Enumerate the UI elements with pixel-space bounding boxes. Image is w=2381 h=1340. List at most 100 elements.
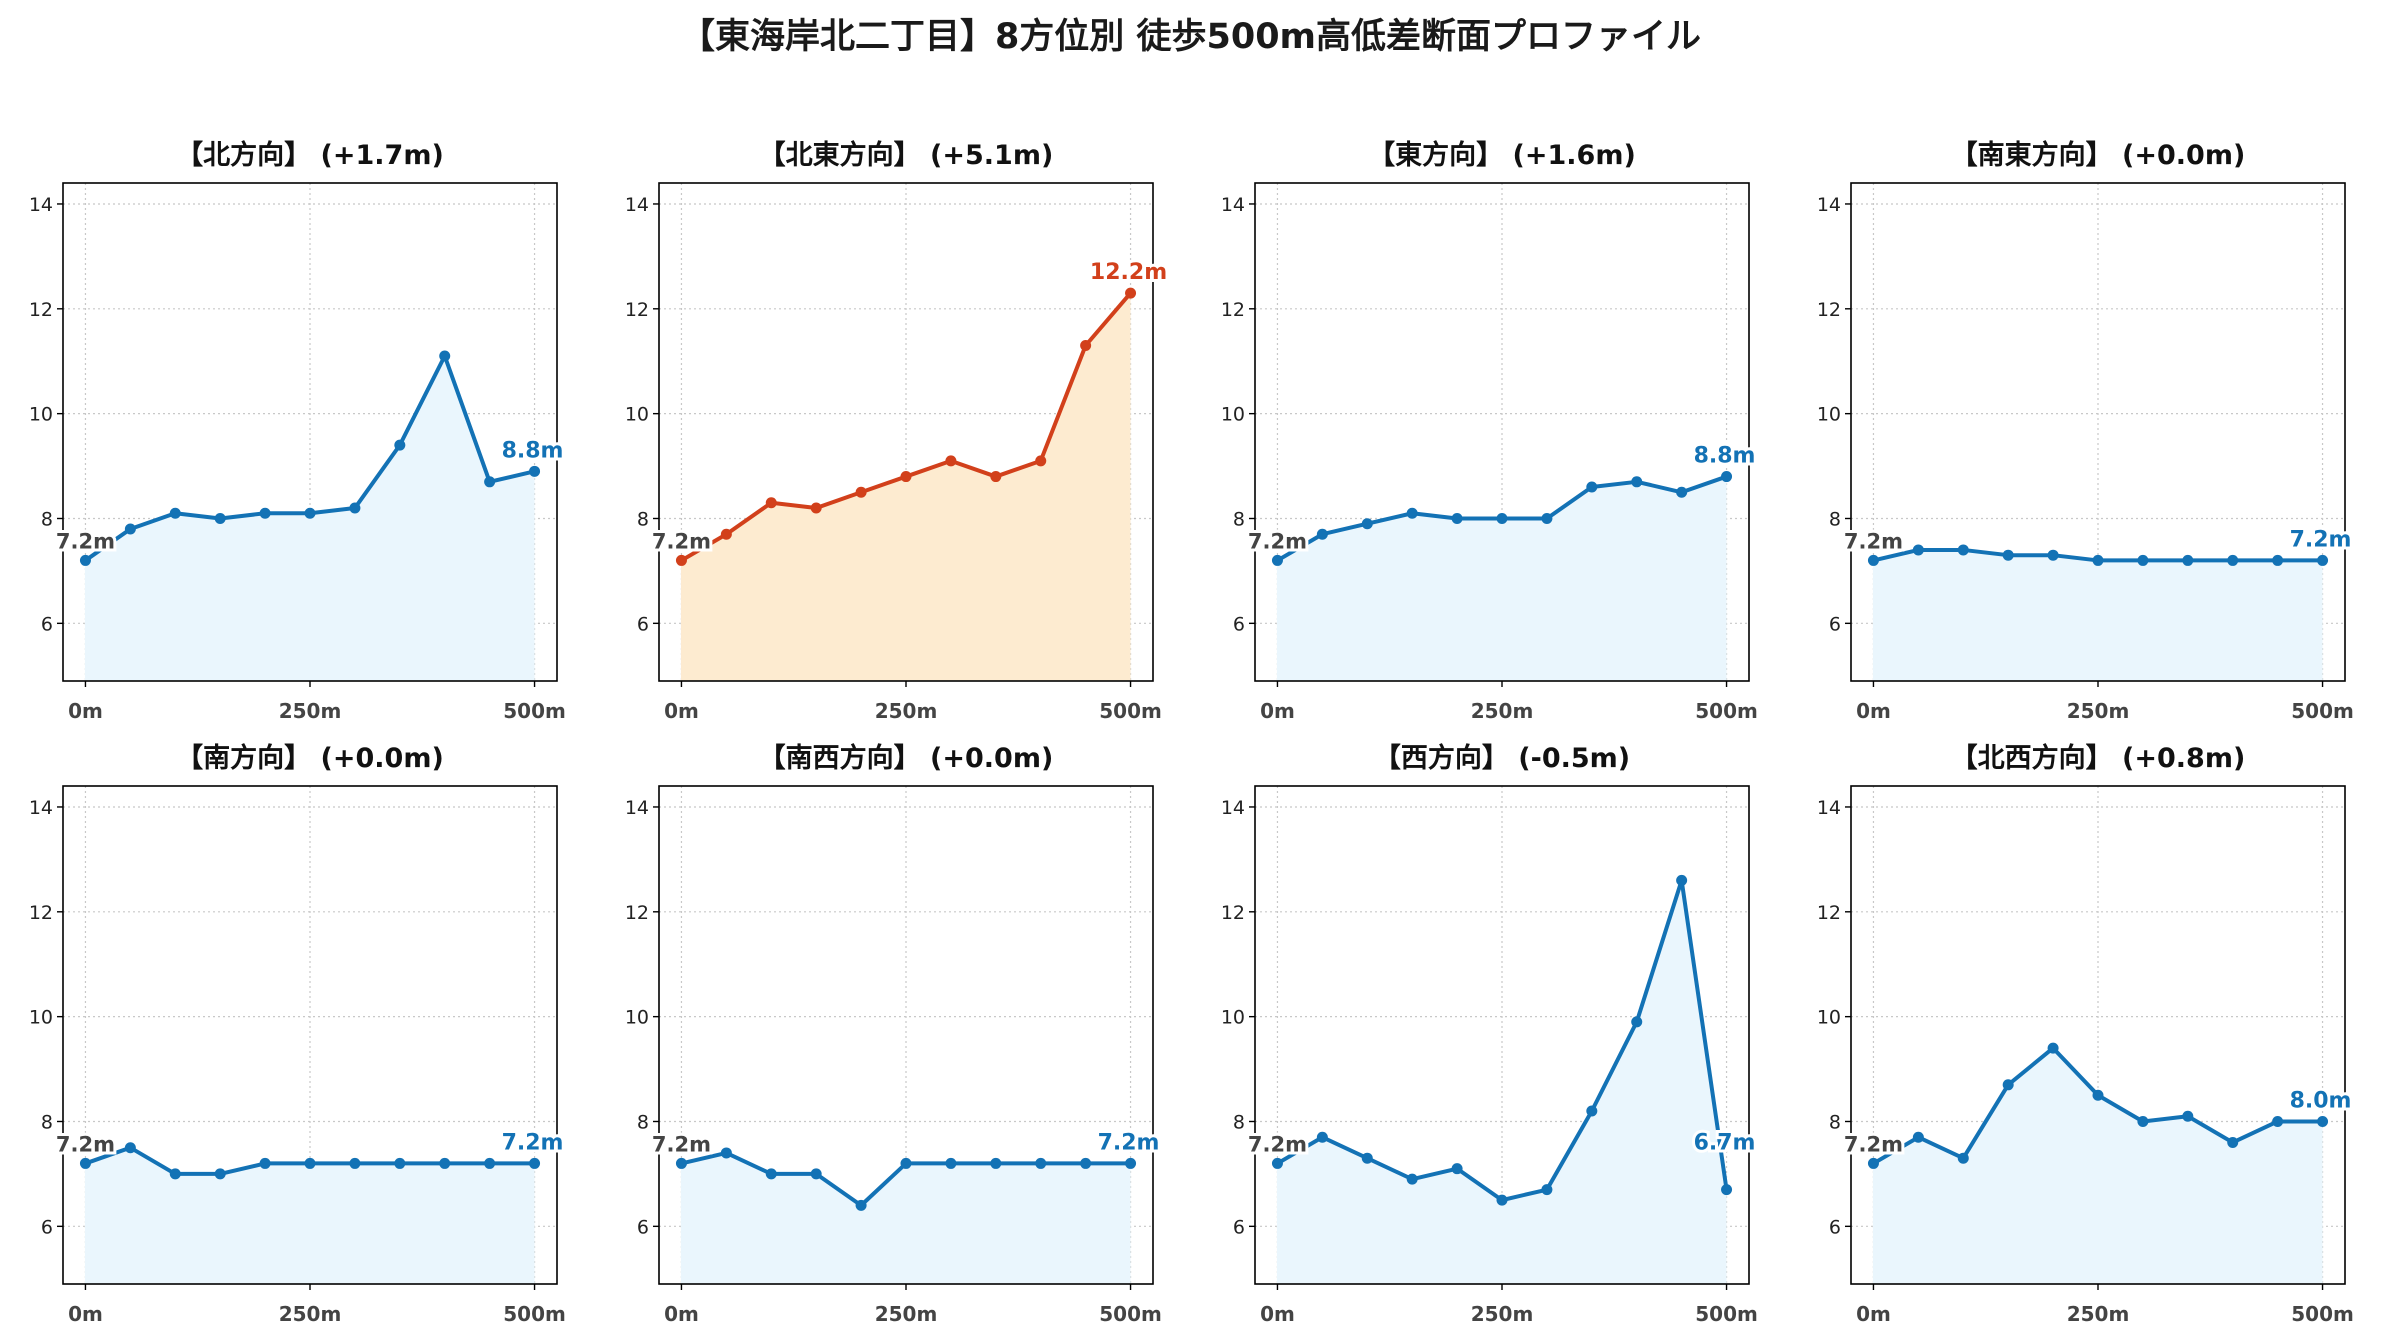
data-point — [675, 554, 687, 566]
x-tick-label: 0m — [1856, 1302, 1891, 1326]
end-elevation-label: 8.0m — [2290, 1088, 2352, 1113]
y-tick-label: 6 — [637, 1216, 649, 1238]
x-tick-label: 500m — [1099, 1302, 1162, 1326]
data-point — [900, 1157, 912, 1169]
data-point — [1361, 518, 1373, 530]
y-tick-label: 10 — [1221, 1007, 1245, 1029]
data-point — [2272, 554, 2284, 566]
y-tick-label: 12 — [625, 902, 649, 924]
data-point — [855, 486, 867, 498]
data-point — [394, 439, 406, 451]
data-point — [1676, 486, 1688, 498]
y-tick-label: 14 — [29, 194, 53, 216]
y-tick-label: 14 — [1817, 194, 1841, 216]
y-tick-label: 12 — [1221, 902, 1245, 924]
data-point — [1586, 481, 1598, 493]
x-tick-label: 250m — [2067, 1302, 2130, 1326]
y-tick-label: 8 — [637, 508, 649, 530]
data-point — [214, 1168, 226, 1180]
start-elevation-label: 7.2m — [1248, 529, 1307, 553]
data-point — [1035, 455, 1047, 467]
area-fill — [681, 293, 1131, 681]
data-point — [810, 502, 822, 514]
data-point — [1451, 1163, 1463, 1175]
data-point — [810, 1168, 822, 1180]
data-point — [675, 1157, 687, 1169]
data-point — [2317, 554, 2329, 566]
data-point — [1451, 512, 1463, 524]
x-tick-label: 500m — [2291, 699, 2354, 723]
y-tick-label: 14 — [625, 797, 649, 819]
data-point — [945, 1157, 957, 1169]
data-point — [1271, 554, 1283, 566]
data-point — [1541, 512, 1553, 524]
data-point — [1867, 1157, 1879, 1169]
panel-title: 【南方向】 (+0.0m) — [176, 742, 444, 774]
data-point — [529, 465, 541, 477]
panel-2: 6 8 10 12 14 0m 250m 500m 【北東方向】 (+5.1m) 7.2m 12.2… — [625, 139, 1170, 723]
y-tick-label: 12 — [1221, 299, 1245, 321]
end-elevation-label: 7.2m — [2290, 527, 2352, 552]
data-point — [945, 455, 957, 467]
y-tick-label: 12 — [29, 902, 53, 924]
data-point — [1586, 1105, 1598, 1117]
y-tick-label: 12 — [1817, 902, 1841, 924]
data-point — [1541, 1184, 1553, 1196]
data-point — [1867, 554, 1879, 566]
data-point — [2272, 1115, 2284, 1127]
data-point — [169, 507, 181, 519]
data-point — [124, 523, 136, 535]
data-point — [1406, 1173, 1418, 1185]
data-point — [2002, 1079, 2014, 1091]
data-point — [484, 1157, 496, 1169]
figure-title: 【東海岸北二丁目】8方位別 徒歩500m高低差断面プロファイル — [679, 17, 1702, 57]
x-tick-label: 500m — [1099, 699, 1162, 723]
y-tick-label: 10 — [1817, 404, 1841, 426]
y-tick-label: 6 — [41, 1216, 53, 1238]
x-tick-label: 0m — [1856, 699, 1891, 723]
data-point — [124, 1142, 136, 1154]
data-point — [765, 1168, 777, 1180]
data-point — [2137, 1115, 2149, 1127]
data-point — [1316, 528, 1328, 540]
data-point — [1957, 544, 1969, 556]
data-point — [394, 1157, 406, 1169]
y-tick-label: 8 — [1829, 1111, 1841, 1133]
data-point — [214, 512, 226, 524]
data-point — [1080, 340, 1092, 352]
data-point — [1676, 874, 1688, 886]
data-point — [2137, 554, 2149, 566]
data-point — [1496, 1194, 1508, 1206]
panel-1: 6 8 10 12 14 0m 250m 500m 【北方向】 (+1.7m) 7.2m 8.8m — [29, 139, 567, 723]
data-point — [1035, 1157, 1047, 1169]
x-tick-label: 250m — [1471, 1302, 1534, 1326]
data-point — [1125, 1157, 1137, 1169]
area-fill — [1277, 476, 1727, 681]
y-tick-label: 12 — [625, 299, 649, 321]
start-elevation-label: 7.2m — [1248, 1132, 1307, 1156]
area-fill — [681, 1152, 1131, 1284]
y-tick-label: 6 — [1829, 1216, 1841, 1238]
data-point — [79, 554, 91, 566]
data-point — [720, 1147, 732, 1159]
data-point — [439, 1157, 451, 1169]
y-tick-label: 8 — [41, 1111, 53, 1133]
x-tick-label: 500m — [503, 699, 566, 723]
x-tick-label: 250m — [2067, 699, 2130, 723]
data-point — [304, 507, 316, 519]
y-tick-label: 10 — [29, 1007, 53, 1029]
data-point — [1361, 1152, 1373, 1164]
panel-7: 6 8 10 12 14 0m 250m 500m 【西方向】 (-0.5m) 7.2m 6.7m — [1221, 742, 1759, 1326]
data-point — [529, 1157, 541, 1169]
data-point — [2092, 1089, 2104, 1101]
data-point — [2092, 554, 2104, 566]
data-point — [990, 471, 1002, 483]
y-tick-label: 8 — [1233, 508, 1245, 530]
y-tick-label: 6 — [637, 613, 649, 635]
end-elevation-label: 7.2m — [1098, 1130, 1160, 1155]
data-point — [484, 476, 496, 488]
y-tick-label: 10 — [29, 404, 53, 426]
data-point — [2182, 554, 2194, 566]
end-elevation-label: 6.7m — [1694, 1131, 1756, 1156]
y-tick-label: 6 — [41, 613, 53, 635]
